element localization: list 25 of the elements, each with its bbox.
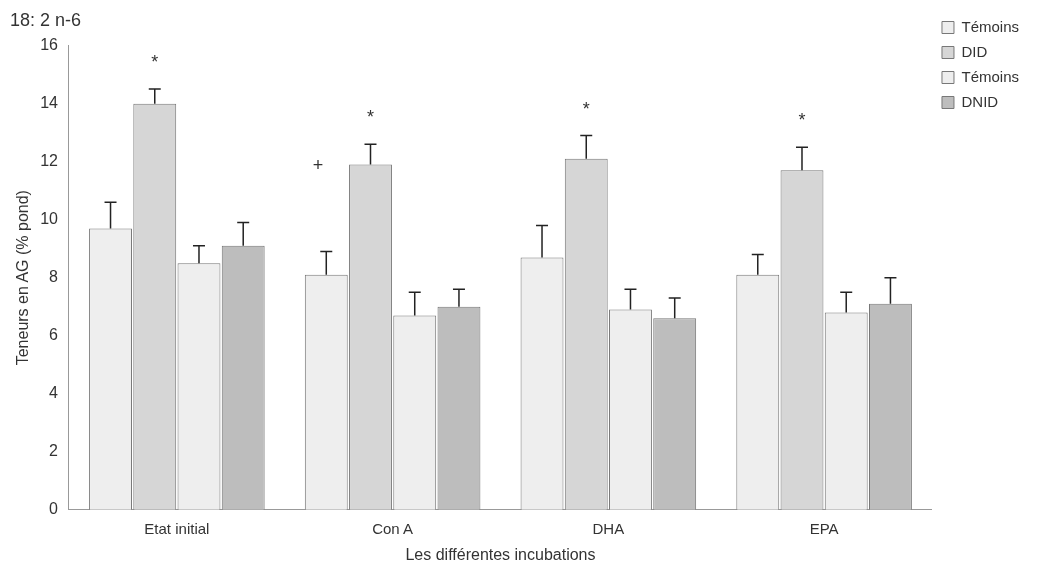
x-axis-title: Les différentes incubations bbox=[405, 545, 596, 563]
annotation: * bbox=[798, 110, 806, 131]
x-tick-label: DHA bbox=[592, 519, 625, 537]
y-axis-title: Teneurs en AG (% pond) bbox=[14, 190, 32, 366]
y-tick-label: 0 bbox=[49, 500, 59, 518]
annotation: + bbox=[312, 154, 324, 175]
y-tick-label: 8 bbox=[49, 268, 59, 286]
x-tick-label: EPA bbox=[809, 519, 839, 537]
annotation: * bbox=[366, 107, 375, 128]
chart-title: 18: 2 n-6 bbox=[10, 9, 82, 30]
y-tick-label: 2 bbox=[49, 442, 59, 460]
y-tick-label: 16 bbox=[40, 36, 59, 54]
y-tick-label: 14 bbox=[40, 94, 59, 112]
legend-label: Témoins bbox=[961, 17, 1020, 35]
x-tick-label: Etat initial bbox=[144, 519, 210, 537]
y-tick-label: 12 bbox=[40, 152, 59, 170]
annotation: * bbox=[582, 98, 590, 119]
legend-label: Témoins bbox=[961, 67, 1020, 85]
legend-label: DNID bbox=[961, 92, 999, 110]
y-tick-label: 4 bbox=[49, 384, 59, 402]
annotation: * bbox=[151, 52, 159, 73]
legend-label: DID bbox=[961, 42, 988, 60]
y-tick-label: 6 bbox=[49, 326, 59, 344]
x-tick-label: Con A bbox=[372, 519, 414, 537]
y-tick-label: 10 bbox=[40, 210, 59, 228]
